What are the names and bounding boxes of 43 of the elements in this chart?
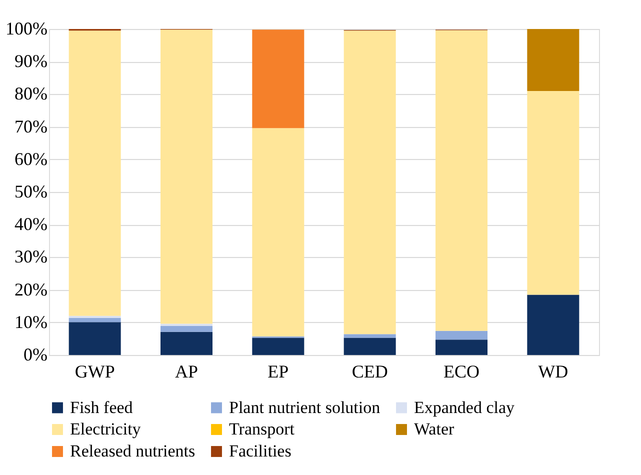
bar [436,340,488,355]
x-tick-label: CED [352,362,388,382]
y-tick-label: 40% [14,214,48,234]
legend-label: Plant nutrient solution [229,398,381,417]
bar [160,326,212,332]
x-tick-label: EP [268,362,289,382]
y-tick-label: 50% [14,182,48,202]
x-tick-label: GWP [74,362,115,382]
y-tick-label: 80% [14,84,48,104]
bar [252,128,304,336]
bar [527,294,580,355]
legend-label: Electricity [70,420,142,438]
bar [68,322,121,355]
bar [68,318,121,322]
y-tick-label: 20% [14,279,48,300]
bar [527,90,580,295]
y-tick-label: 30% [14,246,48,267]
bar [436,330,488,340]
x-tick-label: WD [538,362,568,382]
y-tick-label: 90% [14,51,48,72]
bar [344,30,396,334]
legend-label: Released nutrients [70,442,196,460]
bar [527,29,580,91]
bar [344,338,396,355]
y-tick-label: 60% [14,148,48,169]
bar [160,30,212,324]
bar [436,30,488,331]
bar [68,30,121,316]
legend-label: Water [414,420,454,438]
bar [252,30,304,128]
bar [252,338,304,355]
legend-label: Facilities [229,442,292,460]
y-tick-label: 10% [14,312,48,332]
y-tick-label: 70% [14,116,48,136]
bar [160,332,212,355]
legend-label: Transport [229,420,295,438]
bar [344,334,396,338]
y-tick-label: 100% [6,18,48,38]
legend-label: Fish feed [70,398,134,417]
legend-label: Expanded clay [414,398,516,417]
x-tick-label: AP [174,362,198,382]
x-tick-label: ECO [444,362,480,382]
y-tick-label: 0% [24,344,48,364]
